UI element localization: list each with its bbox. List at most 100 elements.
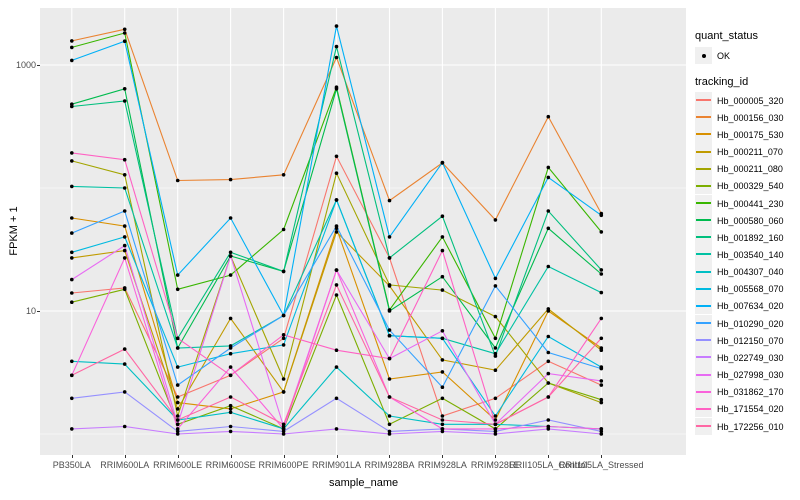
- data-point: [546, 418, 551, 422]
- data-point: [334, 283, 339, 287]
- y-tick-mark: [37, 311, 40, 312]
- data-point: [228, 346, 233, 350]
- legend-line-swatch: [696, 407, 711, 410]
- legend-key: [695, 383, 712, 401]
- data-point: [546, 264, 551, 269]
- legend-line-swatch: [696, 219, 711, 222]
- data-point: [281, 173, 286, 177]
- data-point: [70, 277, 74, 282]
- legend-key: [695, 417, 712, 435]
- chart-svg: [40, 8, 686, 455]
- data-point: [175, 414, 180, 418]
- x-tick-label: RRIM600LA: [100, 460, 150, 470]
- data-point: [387, 432, 392, 436]
- data-point: [599, 379, 604, 383]
- data-point: [70, 300, 74, 305]
- legend-label: Hb_000156_030: [717, 112, 784, 123]
- data-point: [493, 432, 498, 436]
- data-point: [175, 346, 180, 350]
- data-point: [281, 269, 286, 274]
- data-point: [228, 410, 233, 415]
- data-point: [334, 55, 339, 60]
- legend-key: [695, 263, 712, 281]
- legend-label: OK: [717, 51, 731, 61]
- data-point: [440, 418, 445, 422]
- legend-label: Hb_000175_530: [717, 129, 784, 140]
- data-point: [440, 427, 445, 431]
- x-tick-label: RRIM928BA: [364, 460, 415, 470]
- data-point: [440, 422, 445, 427]
- x-axis-title: sample_name: [329, 477, 399, 489]
- data-point: [493, 368, 498, 373]
- legend-line-swatch: [696, 373, 711, 376]
- data-point: [440, 214, 445, 218]
- legend-key: [695, 297, 712, 315]
- data-point: [175, 365, 180, 369]
- data-point: [334, 198, 339, 202]
- data-point: [175, 407, 180, 411]
- data-point: [122, 243, 127, 248]
- data-point: [599, 213, 604, 218]
- data-point: [334, 230, 339, 234]
- data-point: [546, 359, 551, 364]
- data-point: [440, 274, 445, 279]
- x-tick-label: RRIM600LE: [153, 460, 203, 470]
- data-point: [387, 309, 392, 313]
- data-point: [334, 44, 339, 49]
- legend-label: Hb_000005_320: [717, 95, 784, 106]
- data-point: [599, 316, 604, 321]
- legend-key: [695, 280, 712, 298]
- x-tick-label: RRIM928LE: [470, 460, 520, 470]
- data-point: [70, 104, 74, 109]
- data-point: [546, 381, 551, 385]
- x-tick-label: RRIM928LA: [417, 460, 467, 470]
- legend-line-swatch: [696, 304, 711, 307]
- data-point: [122, 157, 127, 162]
- data-point: [334, 224, 339, 228]
- data-point: [334, 87, 339, 91]
- data-point: [122, 248, 127, 253]
- legend-key: [695, 400, 712, 418]
- x-tick-mark: [389, 455, 391, 458]
- data-point: [387, 235, 392, 239]
- data-point: [122, 347, 127, 351]
- data-point: [599, 268, 604, 272]
- legend-line-swatch: [696, 270, 711, 273]
- data-point: [599, 366, 604, 371]
- data-point: [70, 359, 74, 364]
- data-point: [281, 333, 286, 337]
- data-point: [387, 395, 392, 399]
- data-point: [122, 27, 127, 32]
- data-point: [122, 362, 127, 366]
- data-point: [228, 395, 233, 399]
- data-point: [70, 250, 74, 255]
- x-tick-mark: [442, 455, 444, 458]
- data-point: [387, 422, 392, 427]
- data-point: [175, 395, 180, 399]
- data-point: [122, 424, 127, 429]
- legend-line-swatch: [696, 356, 711, 359]
- data-point: [599, 348, 604, 353]
- legend-label: Hb_171554_020: [717, 404, 784, 415]
- data-point: [546, 424, 551, 429]
- data-point: [440, 336, 445, 341]
- legend-label: Hb_012150_070: [717, 335, 784, 346]
- legend-title-quant-status: quant_status: [695, 30, 758, 42]
- data-point: [281, 432, 286, 436]
- data-point: [493, 276, 498, 281]
- data-point: [281, 427, 286, 431]
- data-point: [440, 385, 445, 390]
- legend-label: Hb_003540_140: [717, 249, 784, 260]
- data-point: [599, 272, 604, 276]
- legend-line-swatch: [696, 167, 711, 170]
- x-tick-mark: [283, 455, 285, 458]
- data-point: [122, 256, 127, 260]
- data-point: [334, 268, 339, 272]
- data-point: [70, 427, 74, 431]
- data-point: [334, 427, 339, 431]
- legend-title-tracking-id: tracking_id: [695, 76, 749, 88]
- data-point: [175, 432, 180, 436]
- data-point: [387, 377, 392, 381]
- data-point: [70, 216, 74, 220]
- data-point: [440, 370, 445, 374]
